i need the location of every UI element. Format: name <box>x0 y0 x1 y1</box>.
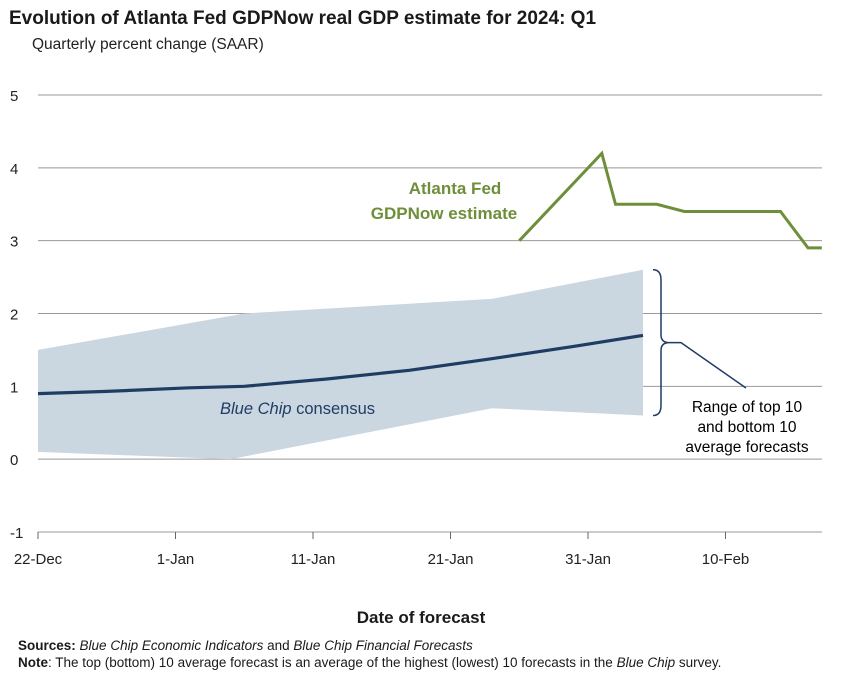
gdpnow-line <box>518 150 822 250</box>
chart-title: Evolution of Atlanta Fed GDPNow real GDP… <box>9 8 597 29</box>
y-tick-label: 2 <box>10 307 18 324</box>
series-layer <box>37 150 822 396</box>
range-label-line3: average forecasts <box>685 439 808 456</box>
y-tick-label: 5 <box>10 88 18 105</box>
x-axis: 22-Dec 1-Jan 11-Jan 21-Jan 31-Jan 10-Feb <box>14 532 749 568</box>
consensus-line <box>37 333 644 396</box>
y-tick-label: 4 <box>10 161 18 178</box>
y-tick-label: 0 <box>10 452 18 469</box>
gdpnow-series-label-line1: Atlanta Fed <box>409 179 502 198</box>
footnotes: Sources: Blue Chip Economic Indicators a… <box>18 638 818 671</box>
x-tick-label: 22-Dec <box>14 551 63 568</box>
consensus-label-italic: Blue Chip <box>220 400 292 418</box>
consensus-label-rest: consensus <box>292 400 375 418</box>
x-tick-label: 11-Jan <box>291 551 336 568</box>
note-line: Note: The top (bottom) 10 average foreca… <box>18 655 818 672</box>
range-label-line1: Range of top 10 <box>692 399 803 416</box>
sources-line: Sources: Blue Chip Economic Indicators a… <box>18 638 818 655</box>
y-tick-label: 1 <box>10 379 18 396</box>
range-callout-line <box>669 341 747 389</box>
annotations: Atlanta Fed GDPNow estimate Blue Chip co… <box>220 179 809 456</box>
range-label-line2: and bottom 10 <box>697 419 796 436</box>
sources-label: Sources: <box>18 638 76 653</box>
x-tick-label: 31-Jan <box>565 551 611 568</box>
y-axis: -1 0 1 2 3 4 5 <box>10 88 23 542</box>
x-axis-title: Date of forecast <box>356 608 486 627</box>
consensus-series-label: Blue Chip consensus <box>220 400 375 418</box>
note-label: Note <box>18 654 48 670</box>
x-tick-label: 1-Jan <box>157 551 195 568</box>
y-tick-label: 3 <box>10 234 18 251</box>
range-band <box>38 269 643 460</box>
chart: -1 0 1 2 3 4 5 22-Dec 1-Jan 11-Jan 21-Jan 31-Jan 10… <box>10 88 822 568</box>
chart-subtitle: Quarterly percent change (SAAR) <box>32 36 264 53</box>
range-band-layer <box>38 269 643 460</box>
note-end: survey. <box>675 654 722 670</box>
y-tick-label: -1 <box>10 525 23 542</box>
sources-part2: Blue Chip Financial Forecasts <box>293 638 473 653</box>
note-text: : The top (bottom) 10 average forecast i… <box>48 654 617 670</box>
x-tick-label: 21-Jan <box>428 551 474 568</box>
range-bracket <box>652 269 670 417</box>
x-tick-label: 10-Feb <box>702 551 750 568</box>
sources-part1: Blue Chip Economic Indicators <box>79 638 264 653</box>
sources-and: and <box>263 638 294 653</box>
gdpnow-series-label-line2: GDPNow estimate <box>371 204 517 223</box>
note-italic: Blue Chip <box>616 654 676 670</box>
